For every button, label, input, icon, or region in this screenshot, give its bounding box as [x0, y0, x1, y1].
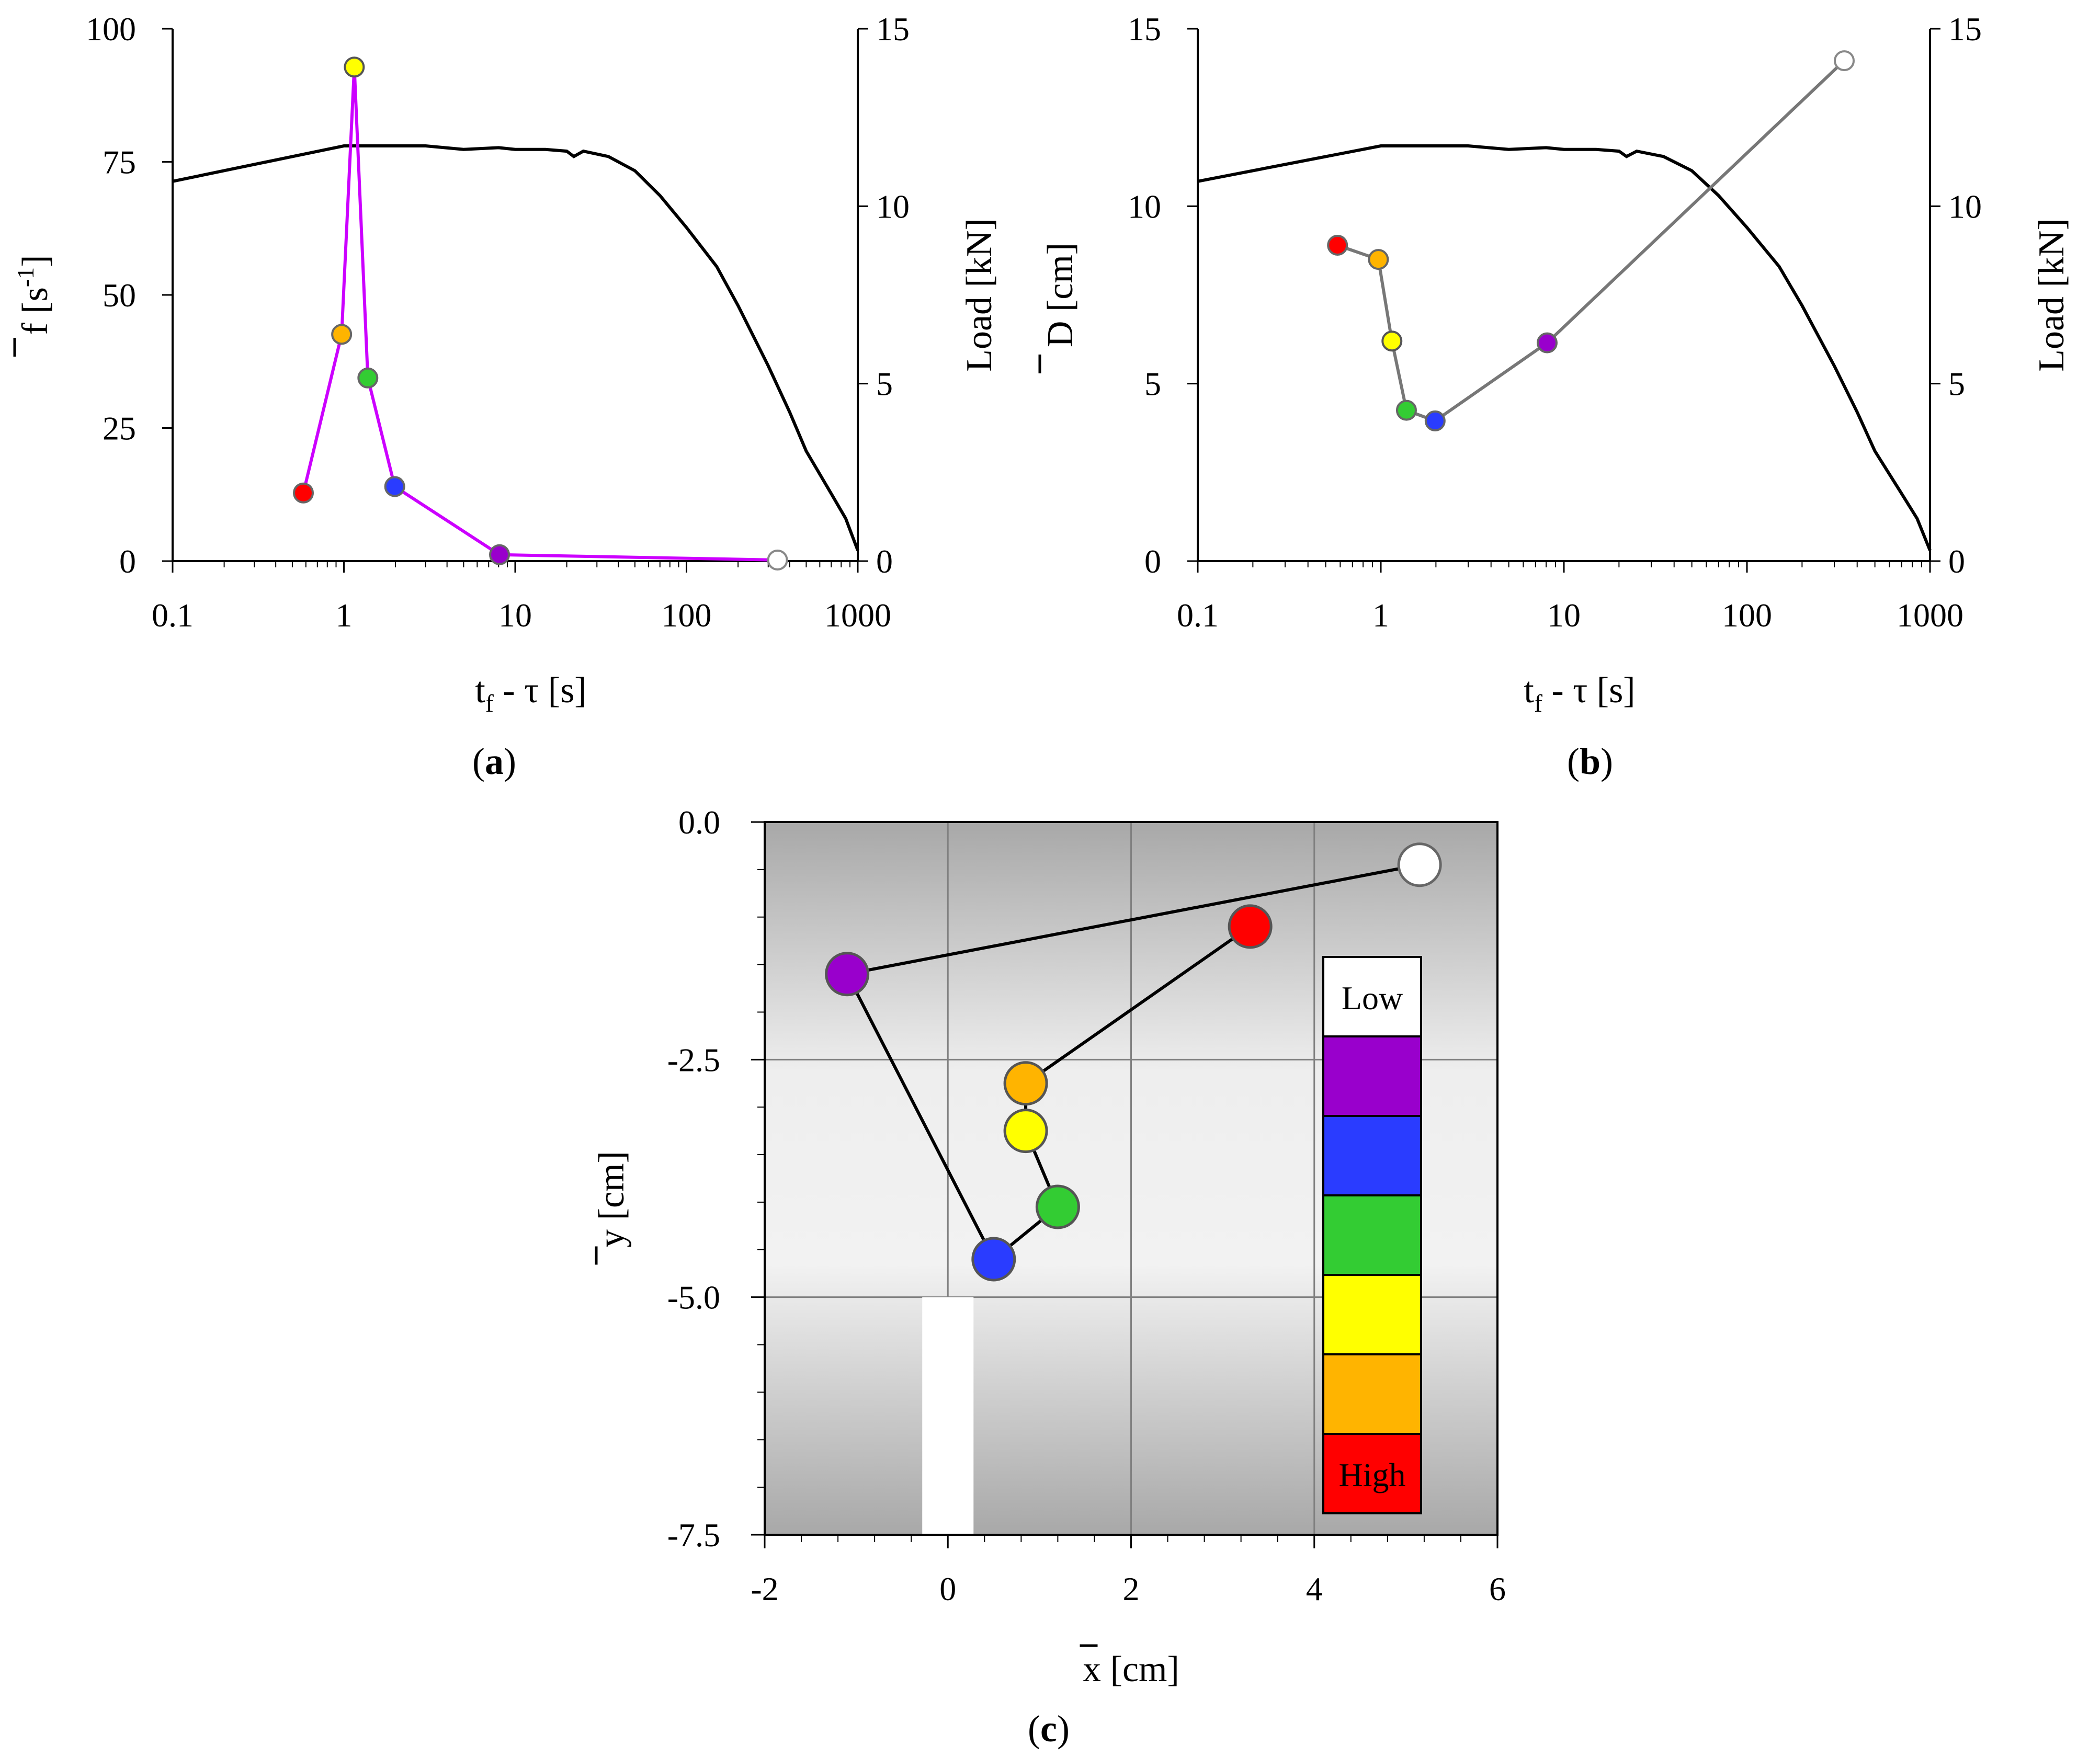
x-tick-label: 1	[1372, 597, 1389, 634]
y-right-tick-label: 0	[876, 543, 893, 580]
notch	[922, 1297, 974, 1535]
marker-orange	[1368, 249, 1389, 270]
x-tick-label: 1	[336, 597, 353, 634]
y-right-tick-label: 5	[1948, 366, 1965, 403]
series-line	[302, 67, 778, 562]
marker-red	[1228, 904, 1273, 949]
marker-white	[1397, 842, 1442, 887]
x-tick-label: 10	[1547, 597, 1581, 634]
y-right-tick-label: 15	[1948, 10, 1982, 48]
load-curve	[172, 144, 859, 551]
marker-orange	[331, 324, 353, 345]
y-axis-label: y [cm]	[592, 1151, 632, 1248]
marker-yellow	[1381, 330, 1403, 352]
x-tick-label: 0.1	[1177, 597, 1219, 634]
x-axis-label: tf - τ [s]	[1524, 670, 1635, 717]
y-left-tick-label: 15	[1128, 10, 1161, 48]
y-left-axis-label: D [cm]	[1040, 243, 1081, 347]
marker-orange	[1003, 1061, 1048, 1106]
chart-panel-c: -2 0 2 4 6 0.0 -2.5 -5.0 -7.5 Low High x [cm] y [cm]	[592, 804, 1506, 1690]
y-left-tick-label: 5	[1144, 366, 1161, 403]
marker-white	[1834, 50, 1855, 72]
x-tick-label: 6	[1489, 1570, 1506, 1607]
x-axis-label: x [cm]	[1083, 1649, 1179, 1690]
y-tick-label: -5.0	[667, 1279, 720, 1316]
y-right-tick-label: 15	[876, 10, 910, 48]
marker-purple	[489, 544, 510, 565]
x-tick-label: 0	[939, 1570, 956, 1607]
caption-b: (b)	[1567, 740, 1613, 782]
chart-panel-b: 0.1 1 10 100 1000 0 5 10 15 0 5 10 15 tf - τ [s] D [cm…	[1038, 10, 2072, 717]
y-tick-label: -7.5	[667, 1516, 720, 1554]
marker-red	[1327, 234, 1348, 256]
marker-green	[357, 367, 379, 389]
x-tick-label: 1000	[824, 597, 891, 634]
y-right-axis-label: Load [kN]	[959, 218, 1000, 372]
y-right-axis-label: Load [kN]	[2031, 218, 2072, 372]
x-tick-label: -2	[751, 1570, 778, 1607]
y-left-axis-label: f [s-1]	[12, 255, 55, 335]
y-right-tick-label: 0	[1948, 543, 1965, 580]
marker-green	[1035, 1184, 1080, 1229]
y-left-tick-label: 75	[103, 144, 136, 181]
legend-low-label: Low	[1342, 979, 1403, 1017]
load-curve	[1197, 144, 1932, 551]
y-left-tick-label: 100	[86, 10, 136, 48]
marker-yellow	[1003, 1109, 1048, 1154]
x-tick-label: 1000	[1897, 597, 1963, 634]
x-tick-label: 4	[1306, 1570, 1323, 1607]
caption-a: (a)	[472, 740, 516, 782]
legend-swatch	[1322, 956, 1422, 1037]
y-tick-label: -2.5	[667, 1041, 720, 1078]
legend-swatch	[1322, 1115, 1422, 1196]
x-tick-label: 0.1	[152, 597, 194, 634]
legend-high-label: High	[1339, 1456, 1406, 1493]
y-tick-label: 0.0	[678, 804, 720, 841]
legend-swatch	[1322, 1353, 1422, 1435]
x-tick-label: 2	[1123, 1570, 1140, 1607]
marker-red	[293, 482, 314, 504]
marker-purple	[825, 952, 870, 997]
x-tick-label: 10	[498, 597, 532, 634]
y-right-tick-label: 10	[876, 188, 910, 225]
caption-c: (c)	[1028, 1708, 1070, 1750]
marker-purple	[1536, 332, 1558, 353]
marker-white	[767, 549, 788, 571]
x-tick-label: 100	[662, 597, 712, 634]
x-tick-label: 100	[1722, 597, 1772, 634]
x-axis-label: tf - τ [s]	[475, 670, 586, 717]
y-right-tick-label: 10	[1948, 188, 1982, 225]
legend-swatch	[1322, 1274, 1422, 1355]
legend-swatch	[1322, 1194, 1422, 1276]
y-left-tick-label: 0	[1144, 543, 1161, 580]
y-left-tick-label: 10	[1128, 188, 1161, 225]
y-left-tick-label: 0	[119, 543, 136, 580]
legend-swatch	[1322, 1433, 1422, 1514]
marker-blue	[384, 476, 405, 497]
y-right-tick-label: 5	[876, 366, 893, 403]
y-left-tick-label: 25	[103, 410, 136, 447]
marker-green	[1395, 400, 1417, 421]
marker-blue	[1424, 410, 1446, 431]
y-left-tick-label: 50	[103, 277, 136, 314]
marker-blue	[971, 1237, 1016, 1282]
marker-yellow	[344, 56, 365, 78]
legend-swatch	[1322, 1035, 1422, 1117]
series-line	[1337, 59, 1846, 423]
